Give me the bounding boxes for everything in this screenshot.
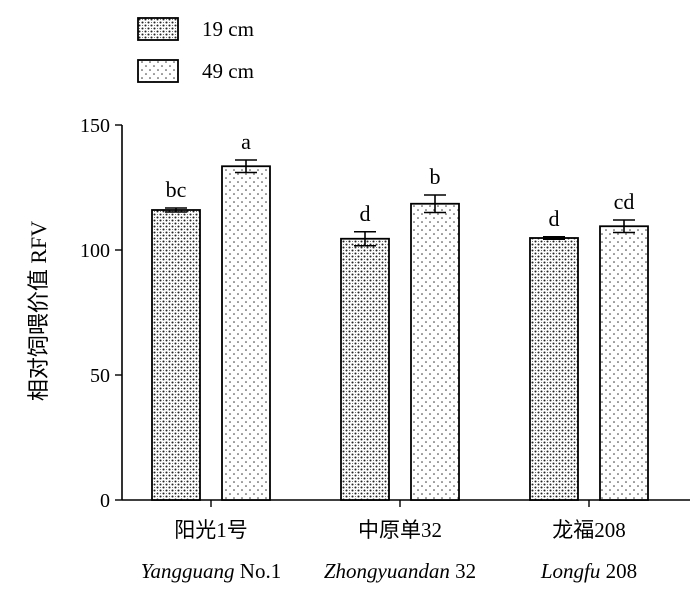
legend-swatch [137, 59, 179, 83]
bar [599, 225, 649, 501]
y-axis-label: 相对饲喂价值 RFV [26, 221, 51, 401]
bar [340, 237, 390, 501]
significance-letter: b [430, 164, 441, 189]
x-tick-label-en: Longfu 208 [540, 559, 637, 583]
significance-letter: d [360, 201, 371, 226]
y-tick-label: 50 [90, 365, 110, 387]
error-bar [354, 230, 376, 247]
error-bar [165, 207, 187, 213]
significance-letters: bc a d b d cd [166, 129, 635, 231]
significance-letter: bc [166, 177, 187, 202]
error-bar [235, 159, 257, 174]
error-bars [165, 159, 635, 247]
significance-letter: cd [614, 189, 635, 214]
error-bar [424, 194, 446, 214]
legend: 19 cm 49 cm [137, 17, 254, 83]
y-tick-label: 150 [80, 115, 110, 137]
y-tick-label: 100 [80, 240, 110, 262]
error-bar [543, 235, 565, 241]
legend-swatch [137, 17, 179, 41]
x-tick-label-cn: 阳光1号 [174, 518, 248, 542]
significance-letter: d [549, 206, 560, 231]
legend-item: 49 cm [137, 59, 254, 83]
x-tick-label-en: Zhongyuandan 32 [324, 559, 476, 583]
bars [151, 165, 649, 501]
error-bar [613, 219, 635, 234]
x-tick-labels: 阳光1号 Yangguang No.1 中原单32 Zhongyuandan 32 龙福… [141, 500, 637, 583]
axes: 0 50 100 150 [80, 115, 690, 512]
bar [410, 202, 460, 501]
y-tick-label: 0 [100, 490, 110, 512]
bar [151, 209, 201, 501]
x-tick-label-cn: 龙福208 [552, 518, 626, 542]
x-tick-label-en: Yangguang No.1 [141, 559, 281, 583]
legend-label: 49 cm [202, 59, 254, 83]
legend-label: 19 cm [202, 17, 254, 41]
x-tick-label-cn: 中原单32 [358, 518, 442, 542]
bar [529, 237, 579, 501]
legend-item: 19 cm [137, 17, 254, 41]
bar [221, 165, 271, 501]
significance-letter: a [241, 129, 251, 154]
